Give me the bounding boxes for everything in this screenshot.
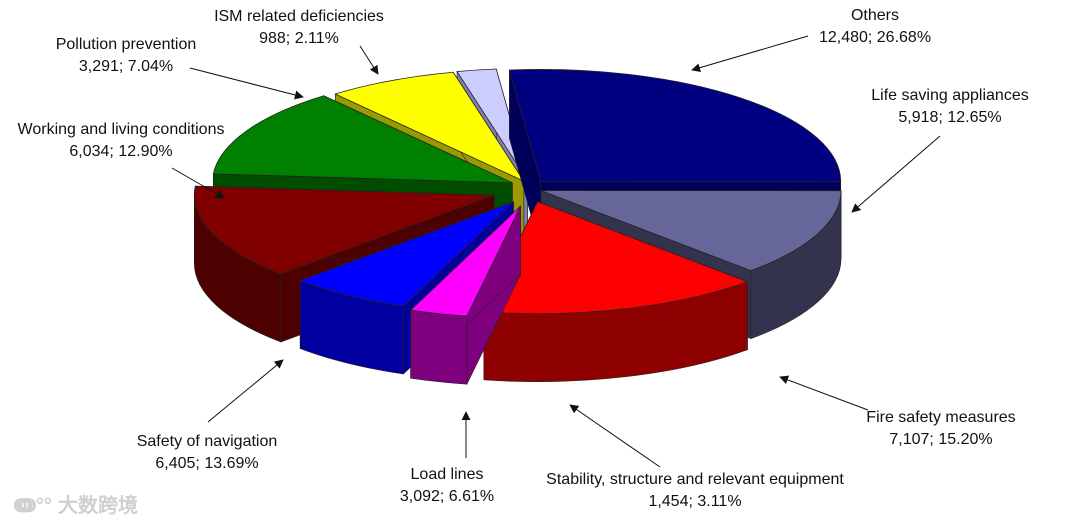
slice-name-stability-structure-and-relevant-equipment: Stability, structure and relevant equipm… bbox=[546, 471, 844, 488]
slice-name-life-saving-appliances: Life saving appliances bbox=[871, 87, 1028, 104]
watermark-logo: ↈ°° bbox=[13, 495, 52, 517]
leader-arrow-others bbox=[691, 35, 809, 73]
slice-top-load-lines bbox=[299, 201, 514, 307]
slice-name-working-and-living-conditions: Working and living conditions bbox=[18, 121, 225, 138]
leader-arrow-ism-related-deficiencies bbox=[359, 45, 379, 75]
slice-top-life-saving-appliances bbox=[540, 190, 842, 272]
slice-name-safety-of-navigation: Safety of navigation bbox=[137, 433, 278, 450]
leader-arrow-stability-structure-and-relevant-equipment bbox=[569, 404, 661, 468]
slice-top-ism-related-deficiencies bbox=[456, 68, 529, 181]
slice-top-stability-structure-and-relevant-equipment bbox=[409, 205, 522, 317]
slice-value-pollution-prevention: 3,291; 7.04% bbox=[79, 58, 173, 75]
slice-top-safety-of-navigation bbox=[193, 185, 495, 275]
slice-top-pollution-prevention bbox=[334, 71, 525, 183]
label-stability-structure-and-relevant-equipment: Stability, structure and relevant equipm… bbox=[546, 404, 844, 510]
slice-value-working-and-living-conditions: 6,034; 12.90% bbox=[69, 143, 172, 160]
slice-name-others: Others bbox=[851, 7, 899, 24]
slice-value-ism-related-deficiencies: 988; 2.11% bbox=[259, 30, 339, 47]
slice-stability-structure-and-relevant-equipment bbox=[409, 205, 522, 385]
slice-value-life-saving-appliances: 5,918; 12.65% bbox=[898, 109, 1001, 126]
slice-top-fire-safety-measures bbox=[483, 201, 749, 315]
slice-top-working-and-living-conditions bbox=[212, 95, 513, 184]
slice-name-pollution-prevention: Pollution prevention bbox=[56, 36, 197, 53]
slice-value-others: 12,480; 26.68% bbox=[819, 29, 931, 46]
watermark: ↈ°° 大数跨境 bbox=[13, 493, 138, 517]
slice-labels: Others 12,480; 26.68% Life saving applianc… bbox=[18, 7, 1029, 510]
label-ism-related-deficiencies: ISM related deficiencies 988; 2.11% bbox=[214, 8, 384, 75]
slice-value-stability-structure-and-relevant-equipment: 1,454; 3.11% bbox=[648, 493, 741, 510]
slice-value-safety-of-navigation: 6,405; 13.69% bbox=[155, 455, 258, 472]
label-load-lines: Load lines 3,092; 6.61% bbox=[400, 411, 494, 505]
leader-arrow-life-saving-appliances bbox=[851, 135, 941, 213]
slice-top-others bbox=[508, 69, 842, 182]
leader-arrow-pollution-prevention bbox=[189, 67, 304, 100]
slice-name-ism-related-deficiencies: ISM related deficiencies bbox=[214, 8, 384, 25]
watermark-text: 大数跨境 bbox=[58, 493, 138, 517]
label-fire-safety-measures: Fire safety measures 7,107; 15.20% bbox=[779, 375, 1016, 448]
label-working-and-living-conditions: Working and living conditions 6,034; 12.9… bbox=[18, 121, 225, 199]
label-pollution-prevention: Pollution prevention 3,291; 7.04% bbox=[56, 36, 304, 100]
slice-name-load-lines: Load lines bbox=[411, 466, 484, 483]
slice-fire-safety-measures bbox=[483, 201, 749, 382]
slice-value-fire-safety-measures: 7,107; 15.20% bbox=[889, 431, 992, 448]
label-others: Others 12,480; 26.68% bbox=[691, 7, 931, 73]
slice-side-stability-structure-and-relevant-equipment bbox=[410, 309, 468, 385]
leader-arrow-working-and-living-conditions bbox=[171, 167, 225, 199]
pie-slices bbox=[193, 68, 842, 385]
label-life-saving-appliances: Life saving appliances 5,918; 12.65% bbox=[851, 87, 1029, 213]
slice-value-load-lines: 3,092; 6.61% bbox=[400, 488, 494, 505]
slice-name-fire-safety-measures: Fire safety measures bbox=[866, 409, 1015, 426]
label-safety-of-navigation: Safety of navigation 6,405; 13.69% bbox=[137, 359, 284, 472]
leader-arrow-fire-safety-measures bbox=[779, 375, 869, 411]
leader-arrow-safety-of-navigation bbox=[207, 359, 284, 423]
